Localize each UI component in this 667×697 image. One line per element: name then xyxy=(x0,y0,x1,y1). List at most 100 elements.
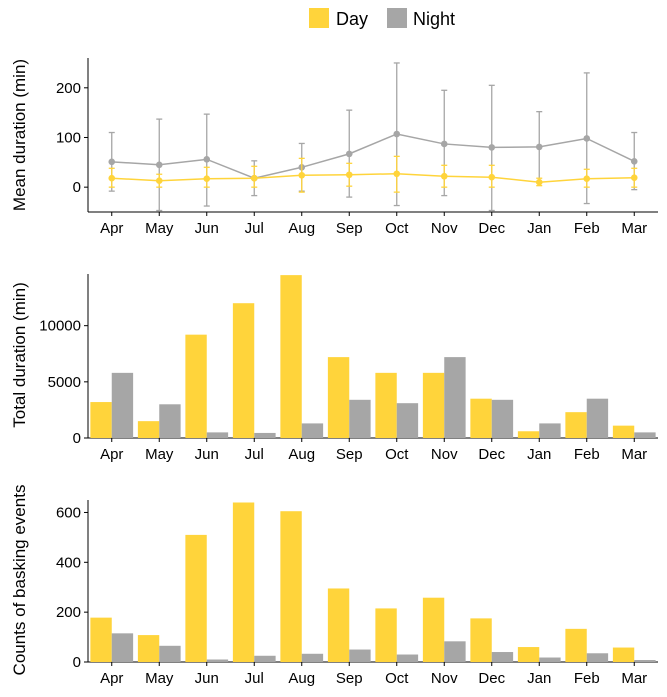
x-tick-label: Apr xyxy=(100,670,123,687)
legend-label-day: Day xyxy=(336,9,368,29)
point-night xyxy=(203,156,211,163)
panel-basking-counts-plot: 0 200 400 600 Apr May Jun Jul Aug Sep Oct Nov Dec Jan… xyxy=(56,500,658,687)
bar-day xyxy=(327,588,350,662)
y-tick-label: 5000 xyxy=(48,374,81,391)
bar-night xyxy=(349,399,371,438)
bar-night xyxy=(206,432,229,438)
y-tick-label: 10000 xyxy=(39,318,81,335)
panel-mean-duration-ylabel: Mean duration (min) xyxy=(10,59,29,211)
x-tick-label: Jul xyxy=(245,670,264,687)
x-tick-label: Jan xyxy=(527,220,551,237)
point-night xyxy=(345,150,353,158)
bar-night xyxy=(491,399,514,438)
panel-total-duration-ylabel: Total duration (min) xyxy=(10,282,29,428)
x-tick-label: Mar xyxy=(621,670,647,687)
bar-day xyxy=(185,534,207,662)
x-tick-label: Sep xyxy=(336,670,363,687)
bar-day xyxy=(470,618,492,662)
bar-day xyxy=(280,511,302,662)
bar-night xyxy=(586,653,609,662)
bar-night xyxy=(111,372,134,438)
bar-day xyxy=(185,334,207,438)
panel-basking-counts-ylabel: Counts of basking events xyxy=(10,485,29,676)
x-tick-label: Oct xyxy=(385,446,409,463)
x-tick-label: May xyxy=(145,446,174,463)
x-tick-label: Nov xyxy=(431,670,458,687)
y-tick-label: 0 xyxy=(73,654,81,671)
bar-day xyxy=(375,608,397,662)
legend-label-night: Night xyxy=(413,9,455,29)
y-tick-label: 600 xyxy=(56,504,81,521)
x-tick-label: Apr xyxy=(100,220,123,237)
bar-night xyxy=(206,659,229,662)
x-tick-label: Feb xyxy=(574,670,600,687)
bar-day xyxy=(327,357,350,438)
x-tick-label: May xyxy=(145,220,174,237)
bar-day xyxy=(137,421,160,438)
x-tick-label: Dec xyxy=(478,220,505,237)
bar-day xyxy=(565,412,587,438)
bar-night xyxy=(491,652,514,662)
bar-night xyxy=(634,432,656,438)
x-tick-label: Aug xyxy=(288,670,315,687)
bar-day xyxy=(375,372,397,438)
series-line-day xyxy=(111,172,635,183)
x-tick-label: Jun xyxy=(195,670,219,687)
y-tick-label: 200 xyxy=(56,604,81,621)
legend-swatch-night xyxy=(387,8,407,28)
panel-mean-duration-plot: 0 100 200 Apr May Jun Jul Aug Sep Oct Nov Dec Jan Feb… xyxy=(56,58,658,237)
series-line-night xyxy=(111,133,635,180)
bar-day xyxy=(90,402,112,438)
panel-mean-duration: Mean duration (min) 0 100 200 Apr May Jun Jul A… xyxy=(10,58,658,237)
x-tick-label: Jul xyxy=(245,446,264,463)
point-day xyxy=(488,173,496,181)
y-tick-label: 200 xyxy=(56,80,81,97)
bar-night xyxy=(396,403,419,438)
y-tick-label: 100 xyxy=(56,129,81,146)
bar-night xyxy=(444,641,466,662)
point-day xyxy=(393,170,401,178)
panel-total-duration-plot: 0 5000 10000 Apr May Jun Jul Aug Sep Oct Nov Dec Jan… xyxy=(39,274,658,463)
bar-night xyxy=(159,645,181,662)
bar-day xyxy=(137,635,160,662)
legend-swatch-day xyxy=(309,8,329,28)
x-tick-label: Sep xyxy=(336,220,363,237)
bar-day xyxy=(612,647,635,662)
point-day xyxy=(250,174,258,182)
x-tick-label: Nov xyxy=(431,220,458,237)
bar-day xyxy=(422,597,445,662)
bar-night xyxy=(349,649,371,662)
x-tick-label: Jul xyxy=(245,220,264,237)
x-tick-label: Jan xyxy=(527,670,551,687)
x-tick-label: Jun xyxy=(195,446,219,463)
bar-night xyxy=(539,657,561,662)
panel-total-duration: Total duration (min) 0 5000 10000 Apr May Jun… xyxy=(10,274,658,463)
bar-day xyxy=(90,617,112,662)
point-night xyxy=(393,130,401,138)
x-tick-label: Oct xyxy=(385,220,409,237)
bar-night xyxy=(159,404,181,438)
point-day xyxy=(535,178,543,186)
x-tick-label: Aug xyxy=(288,220,315,237)
x-tick-label: Feb xyxy=(574,220,600,237)
point-night xyxy=(535,143,543,151)
bar-night xyxy=(444,357,466,438)
x-tick-label: Aug xyxy=(288,446,315,463)
bar-day xyxy=(232,502,255,662)
x-tick-label: Mar xyxy=(621,220,647,237)
x-tick-label: Feb xyxy=(574,446,600,463)
x-tick-label: Oct xyxy=(385,670,409,687)
panel-basking-counts: Counts of basking events 0 200 400 600 Apr Ma… xyxy=(10,485,658,687)
bar-day xyxy=(280,275,302,438)
bar-day xyxy=(565,628,587,662)
point-night xyxy=(155,161,163,169)
x-tick-label: Jan xyxy=(527,446,551,463)
bar-day xyxy=(517,647,540,662)
bar-night xyxy=(254,432,276,438)
point-night xyxy=(583,135,591,142)
y-tick-label: 0 xyxy=(73,179,81,196)
bar-night xyxy=(634,660,656,662)
legend: Day Night xyxy=(309,8,455,29)
point-day xyxy=(440,172,448,180)
